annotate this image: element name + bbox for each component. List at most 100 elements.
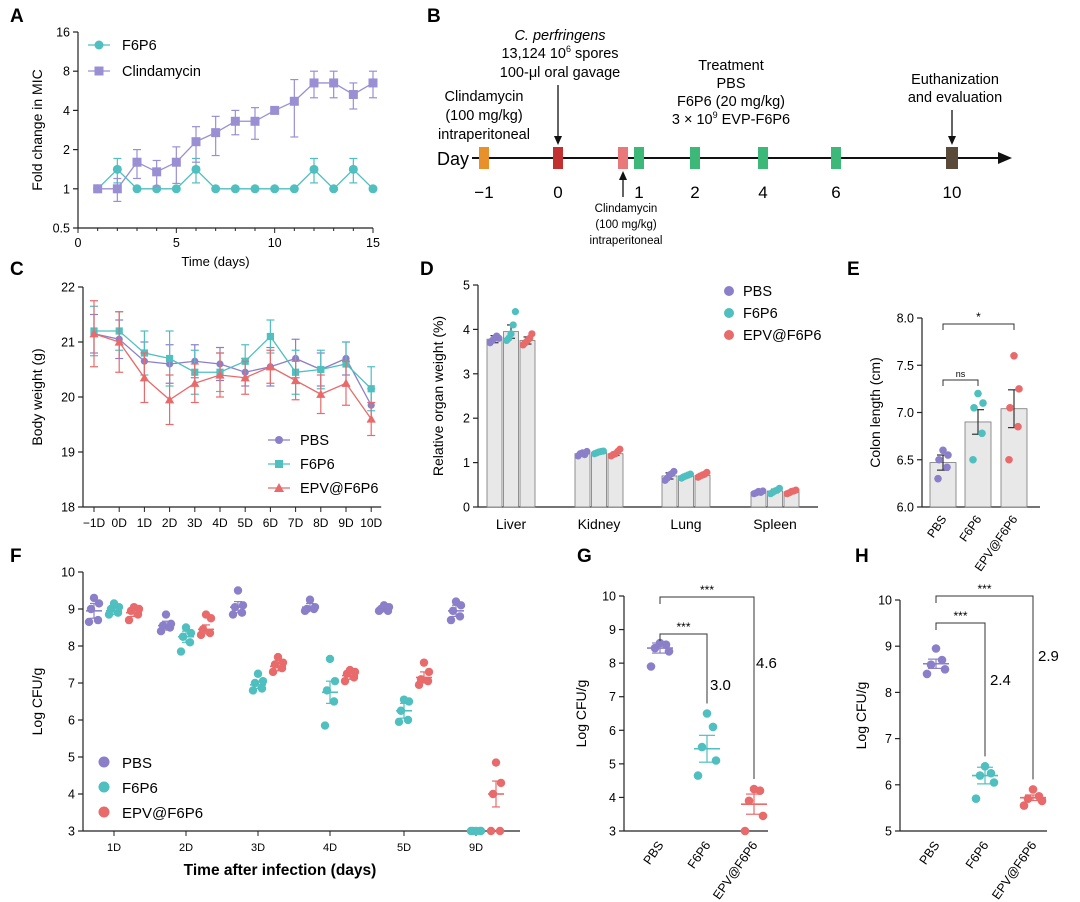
panel-a-legend-marker — [94, 66, 104, 76]
panel-g-y-tick-label: 5 — [609, 757, 616, 771]
panel-f-point — [419, 658, 429, 667]
panel-e-point — [1006, 403, 1014, 412]
panel-a-point — [132, 157, 142, 167]
panel-e-point — [1014, 422, 1022, 431]
panel-f-point — [329, 697, 339, 706]
panel-c-legend-label: F6P6 — [300, 457, 335, 473]
panel-h-point — [926, 660, 936, 669]
panel-label-g: G — [577, 546, 592, 567]
panel-c-point — [341, 378, 351, 387]
day-marker-clinda2 — [618, 147, 628, 169]
panel-e-sig-label: ns — [956, 369, 966, 379]
panel-a-point — [191, 137, 201, 147]
panel-d-y-label: Relative organ weight (%) — [430, 316, 446, 476]
panel-g-sig-bracket — [659, 633, 708, 704]
panel-a-point — [211, 128, 221, 138]
panel-a-point — [171, 184, 181, 194]
panel-c-point — [240, 373, 250, 382]
panel-a-point — [171, 157, 181, 167]
clinda2-text-3: intraperitoneal — [590, 235, 663, 247]
panel-g-point — [708, 722, 718, 732]
panel-c-legend-label: EPV@F6P6 — [300, 481, 378, 497]
panel-a-point — [348, 164, 358, 174]
panel-f-x-tick-label: 9D — [469, 842, 483, 854]
panel-d-point — [509, 321, 517, 329]
panel-g-point — [702, 709, 712, 718]
day-marker-minus1 — [479, 147, 489, 169]
panel-f-point — [491, 758, 501, 767]
day-marker-2 — [690, 147, 700, 169]
panel-f-point — [238, 601, 248, 610]
panel-a-x-tick-label: 5 — [173, 236, 180, 250]
gavage-text-1: C. perfringens — [514, 28, 605, 44]
panel-e-sig-bracket — [942, 379, 979, 386]
panel-d-y-tick-label: 0 — [463, 501, 470, 515]
panel-h-y-tick-label: 6 — [885, 778, 892, 792]
panel-g-y-tick-label: 10 — [602, 590, 616, 604]
panel-a-x-tick-label: 10 — [268, 236, 282, 250]
panel-f-point — [205, 628, 215, 638]
panel-h-point — [980, 762, 990, 771]
panel-a-series-line-1 — [97, 82, 374, 190]
panel-f-x-tick-label: 4D — [323, 842, 337, 854]
panel-d-legend-marker — [724, 308, 734, 318]
panel-d-legend-label: EPV@F6P6 — [743, 328, 821, 344]
panel-g-point — [697, 742, 707, 752]
panel-d-point — [511, 308, 519, 316]
panel-d-y-tick-label: 4 — [463, 323, 470, 337]
panel-f-chart: 3 4 5 6 7 8 9 10 Log CFU/g 1D 2D 3D 4D 5D 9D Time after… — [29, 566, 520, 879]
panel-f-point — [496, 778, 506, 788]
panel-c-y-tick-label: 21 — [61, 336, 75, 350]
panel-g-sig-bracket — [659, 596, 755, 780]
panel-g-sig-stars: *** — [700, 583, 714, 597]
panel-c-x-tick-label: 8D — [313, 516, 329, 530]
day-marker-10 — [946, 147, 958, 169]
clinda-text-1: Clindamycin — [445, 89, 524, 105]
panel-e-point — [1010, 352, 1018, 360]
panel-e-point — [939, 446, 947, 455]
gavage-text-3: 100-μl oral gavage — [500, 65, 620, 81]
panel-c-point — [367, 385, 375, 393]
day-marker-6 — [831, 147, 841, 169]
panel-a-x-tick-label: 15 — [366, 236, 380, 250]
panel-a-legend-label: Clindamycin — [122, 64, 201, 80]
panel-f-point — [305, 595, 315, 604]
panel-a-point — [368, 184, 378, 194]
panel-a-legend-label: F6P6 — [122, 38, 157, 54]
panel-c-x-tick-label: 7D — [288, 516, 304, 530]
panel-a-chart: 0.5 1 2 4 8 16 0 5 10 15 Time (days) Fold change in… — [29, 26, 380, 270]
panel-g-y-tick-label: 9 — [609, 623, 616, 637]
panel-f-point — [330, 676, 340, 686]
panel-d-point — [686, 470, 695, 478]
panel-f-point — [451, 597, 461, 606]
panel-a-point — [230, 184, 240, 194]
panel-a-point — [289, 184, 299, 194]
panel-a-y-tick-label: 0.5 — [53, 222, 70, 236]
panel-f-x-tick-label: 2D — [179, 842, 193, 854]
day-marker-4 — [758, 147, 768, 169]
panel-f-x-tick-label: 1D — [107, 842, 121, 854]
panel-g-y-tick-label: 4 — [609, 791, 616, 805]
panel-f-point — [109, 599, 119, 608]
panel-a-point — [348, 89, 358, 99]
panel-label-e: E — [847, 259, 860, 280]
panel-d-y-tick-label: 1 — [463, 456, 470, 470]
panel-f-legend-marker — [98, 756, 110, 768]
panel-a-y-tick-label: 16 — [56, 26, 70, 40]
panel-c-x-tick-label: 3D — [187, 516, 203, 530]
panel-a-point — [309, 78, 319, 88]
panel-d-point — [670, 467, 678, 476]
panel-h-point — [1034, 792, 1044, 801]
panel-f-point — [273, 652, 283, 662]
panel-f-point — [486, 826, 496, 836]
panel-g-point — [758, 811, 768, 821]
euth-text-1: Euthanization — [911, 72, 999, 88]
panel-h-point — [1019, 801, 1029, 810]
panel-h-sig-stars: *** — [953, 609, 967, 623]
treatment-text-1: Treatment — [698, 58, 764, 74]
panel-h-x-tick-label: EPV@F6P6 — [989, 839, 1039, 902]
panel-a-point — [250, 116, 260, 126]
panel-a-y-tick-label: 2 — [63, 143, 70, 157]
panel-a-x-label: Time (days) — [181, 254, 249, 269]
